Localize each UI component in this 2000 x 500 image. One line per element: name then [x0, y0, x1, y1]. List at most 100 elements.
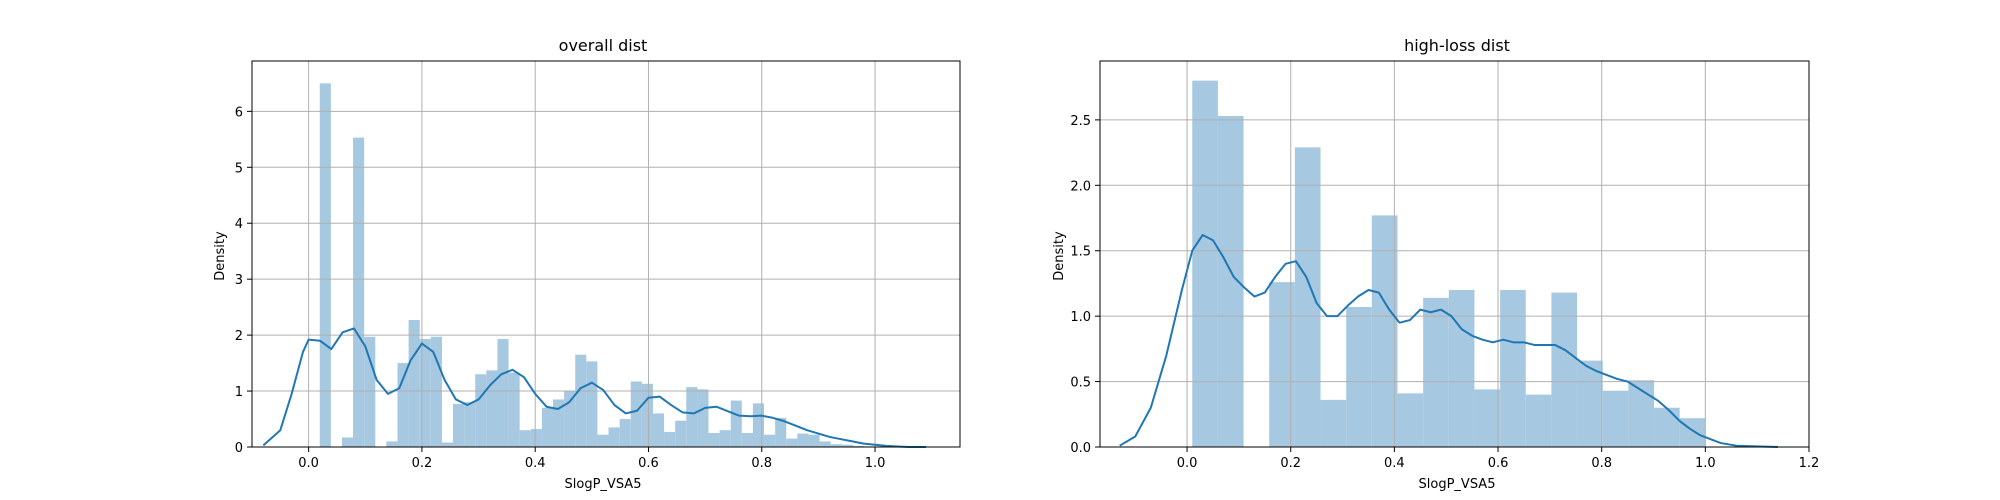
histogram-bar: [608, 427, 620, 447]
histogram-bar: [1192, 80, 1218, 447]
histogram-bar: [841, 444, 853, 447]
histogram-bar: [786, 438, 798, 447]
y-tick-label: 5: [235, 161, 243, 176]
histogram-bar: [1217, 115, 1244, 448]
histogram-bar: [664, 431, 676, 447]
histogram-bar: [1654, 407, 1680, 447]
histogram-bar: [719, 430, 731, 447]
histogram-bar: [319, 83, 331, 447]
histogram-bar: [686, 387, 698, 447]
histogram-bar: [1294, 147, 1321, 448]
y-tick-label: 0.5: [1070, 376, 1091, 391]
histogram-bar: [586, 361, 598, 447]
y-axis-label: Density: [1052, 231, 1067, 281]
histogram-bar: [430, 336, 442, 447]
y-tick-label: 2.5: [1070, 114, 1091, 129]
histogram-bar: [564, 391, 576, 447]
x-tick-label: 0.4: [525, 456, 546, 471]
histogram-bar: [1423, 297, 1449, 447]
subplot-title: high-loss dist: [1404, 36, 1510, 55]
histogram-bar: [797, 433, 809, 447]
subplot-high-loss-dist: high-loss dist SlogP_VSA5 Density 0.0 0.2…: [1052, 36, 1819, 492]
x-tick-label: 0.8: [751, 456, 772, 471]
histogram-bar: [752, 403, 765, 447]
histogram-bar: [619, 419, 631, 447]
y-tick-label: 1: [235, 385, 243, 400]
x-tick-label: 0.6: [1488, 456, 1509, 471]
histogram-bar: [419, 339, 431, 447]
kde-line: [262, 327, 927, 448]
histogram-bar: [1679, 418, 1706, 447]
histogram-bar: [730, 400, 742, 447]
y-axis-label: Density: [213, 231, 228, 281]
x-tick-label: 0.0: [1177, 456, 1198, 471]
subplot-title: overall dist: [559, 36, 648, 55]
histogram-bar: [819, 441, 831, 447]
histogram-bar: [630, 381, 642, 447]
histogram-bars: [319, 83, 876, 447]
y-tick-label: 3: [235, 273, 243, 288]
histogram-bar: [541, 407, 553, 447]
x-tick-label: 1.0: [865, 456, 886, 471]
histogram-bar: [1346, 306, 1372, 447]
histogram-bar: [1500, 289, 1526, 447]
y-tick-label: 0.0: [1070, 441, 1091, 456]
histogram-bars: [1192, 80, 1706, 448]
histogram-bar: [1320, 399, 1347, 447]
y-tick-label: 2: [235, 329, 243, 344]
histogram-bar: [641, 383, 653, 447]
histogram-bar: [497, 339, 509, 447]
x-tick-label: 0.8: [1591, 456, 1612, 471]
histogram-bar: [852, 445, 864, 447]
y-tick-label: 1.0: [1070, 310, 1091, 325]
histogram-bar: [553, 399, 565, 447]
x-tick-label: 0.4: [1384, 456, 1405, 471]
histogram-bar: [353, 137, 365, 447]
histogram-bar: [1577, 360, 1603, 447]
histogram-bar: [1397, 393, 1424, 447]
histogram-bar: [1551, 292, 1578, 447]
y-tick-label: 6: [235, 105, 243, 120]
axes-frame: [251, 60, 961, 448]
histogram-bar: [597, 434, 609, 447]
axes-frame: [1099, 60, 1810, 448]
x-tick-label: 0.6: [638, 456, 659, 471]
histogram-bar: [530, 429, 542, 447]
x-axis-label: SlogP_VSA5: [565, 477, 642, 492]
histogram-bar: [386, 441, 398, 447]
x-tick-label: 1.2: [1799, 456, 1820, 471]
histogram-bar: [708, 433, 720, 447]
histogram-bar: [697, 389, 709, 447]
histogram-bar: [652, 413, 665, 447]
histogram-bar: [1448, 289, 1475, 447]
x-tick-label: 0.2: [412, 456, 433, 471]
histogram-bar: [486, 370, 498, 447]
subplot-overall-dist: overall dist SlogP_VSA5 Density 0.0 0.2 0.…: [213, 36, 961, 492]
histogram-bar: [364, 336, 376, 447]
histogram-bar: [408, 320, 420, 447]
x-axis-label: SlogP_VSA5: [1419, 477, 1496, 492]
histogram-bar: [464, 402, 476, 447]
histogram-bar: [1628, 380, 1655, 447]
x-tick-label: 0.2: [1280, 456, 1301, 471]
histogram-bar: [675, 420, 687, 447]
y-tick-label: 1.5: [1070, 245, 1091, 260]
histogram-bar: [519, 430, 531, 447]
x-tick-label: 1.0: [1695, 456, 1716, 471]
histogram-bar: [1371, 215, 1398, 447]
kde-line: [1119, 234, 1778, 448]
histogram-bar: [1525, 394, 1552, 447]
histogram-bar: [775, 417, 787, 447]
histogram-bar: [453, 403, 465, 447]
histogram-bar: [575, 354, 587, 447]
x-tick-label: 0.0: [298, 456, 319, 471]
histogram-bar: [764, 434, 776, 447]
y-tick-label: 0: [235, 441, 243, 456]
histogram-bar: [830, 444, 842, 447]
y-tick-label: 4: [235, 217, 243, 232]
histogram-bar: [341, 437, 354, 447]
y-tick-label: 2.0: [1070, 179, 1091, 194]
histogram-bar: [1602, 390, 1629, 447]
histogram-bar: [475, 374, 487, 447]
